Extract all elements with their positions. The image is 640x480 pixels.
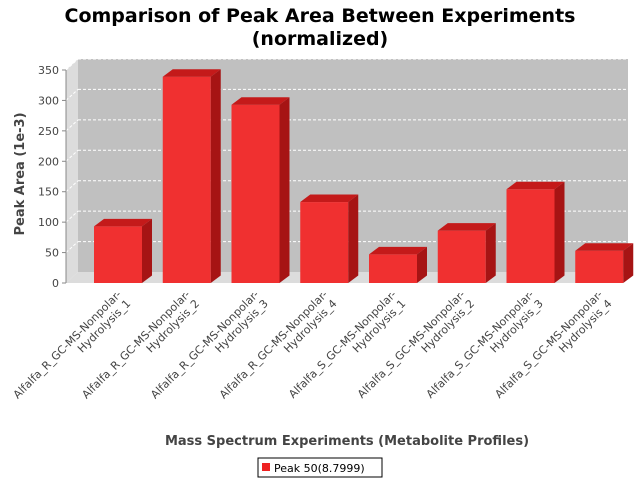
bar-top: [575, 243, 634, 251]
grid-line-side: [65, 210, 79, 223]
bar-top: [506, 181, 565, 190]
y-tick-label: 100: [38, 216, 59, 229]
x-tick-label-line: Alfalfa_R_GC-MS-Nonpolar-: [217, 288, 330, 401]
bar-side: [142, 218, 152, 283]
bar-side: [417, 246, 427, 283]
bar-front: [369, 254, 417, 283]
grid-line-side: [65, 241, 79, 253]
grid-line-side: [65, 58, 79, 71]
y-tick-label: 0: [52, 277, 59, 290]
bar-front: [506, 189, 555, 283]
x-tick-label-line: Alfalfa_R_GC-MS-Nonpolar-: [148, 288, 261, 401]
legend: Peak 50(8.7999): [257, 457, 383, 478]
legend-swatch: [262, 463, 270, 471]
y-tick-label: 300: [38, 94, 59, 107]
bar: [506, 181, 565, 283]
bar-side: [485, 223, 496, 283]
x-tick-label-line: Alfalfa_R_GC-MS-Nonpolar-: [79, 288, 192, 401]
bar: [437, 223, 496, 283]
legend-box: [257, 457, 383, 478]
bar: [231, 97, 290, 283]
chart-title-line2: (normalized): [252, 28, 389, 50]
x-tick-label: Alfalfa_R_GC-MS-Nonpolar-Hydrolysis_1: [11, 288, 134, 401]
bar-top: [162, 69, 221, 77]
bar-side: [554, 181, 565, 283]
chart-title-line1: Comparison of Peak Area Between Experime…: [65, 5, 576, 27]
bar-front: [300, 202, 349, 283]
y-tick-label: 350: [38, 64, 59, 77]
x-axis-title: Mass Spectrum Experiments (Metabolite Pr…: [165, 434, 529, 449]
y-tick-label: 150: [38, 186, 59, 199]
bar-top: [94, 218, 152, 227]
bar-side: [279, 97, 290, 283]
bar: [369, 246, 427, 283]
legend-label: Peak 50(8.7999): [274, 462, 365, 475]
bar: [162, 69, 221, 284]
bar-side: [623, 243, 634, 283]
bar-top: [437, 223, 496, 231]
grid-line-side: [65, 180, 79, 193]
bar-side: [348, 194, 359, 283]
x-tick-label-line: Alfalfa_R_GC-MS-Nonpolar-: [11, 288, 124, 401]
bars: [94, 69, 634, 284]
grid-line-side: [65, 89, 79, 101]
bar: [575, 243, 634, 283]
grid-line-side: [65, 149, 79, 162]
bar-top: [300, 194, 359, 203]
y-tick-label: 250: [38, 125, 59, 138]
bar-front: [231, 104, 280, 283]
plot-side-wall: [66, 59, 78, 283]
y-axis: 0 50 100 150 200 250 300 350: [38, 64, 67, 290]
bar-top: [369, 246, 427, 255]
y-tick-label: 50: [45, 247, 59, 260]
bar-front: [162, 76, 211, 284]
bar-front: [437, 230, 486, 283]
x-axis-labels: Alfalfa_R_GC-MS-Nonpolar-Hydrolysis_1Alf…: [11, 288, 615, 401]
bar-front: [575, 250, 624, 283]
y-tick-label: 200: [38, 155, 59, 168]
bar-top: [231, 97, 290, 105]
grid-line-side: [65, 119, 79, 132]
bar: [94, 218, 152, 283]
bar-side: [210, 69, 221, 284]
bar-front: [94, 226, 142, 283]
bar: [300, 194, 359, 283]
y-axis-title: Peak Area (1e-3): [13, 112, 28, 235]
